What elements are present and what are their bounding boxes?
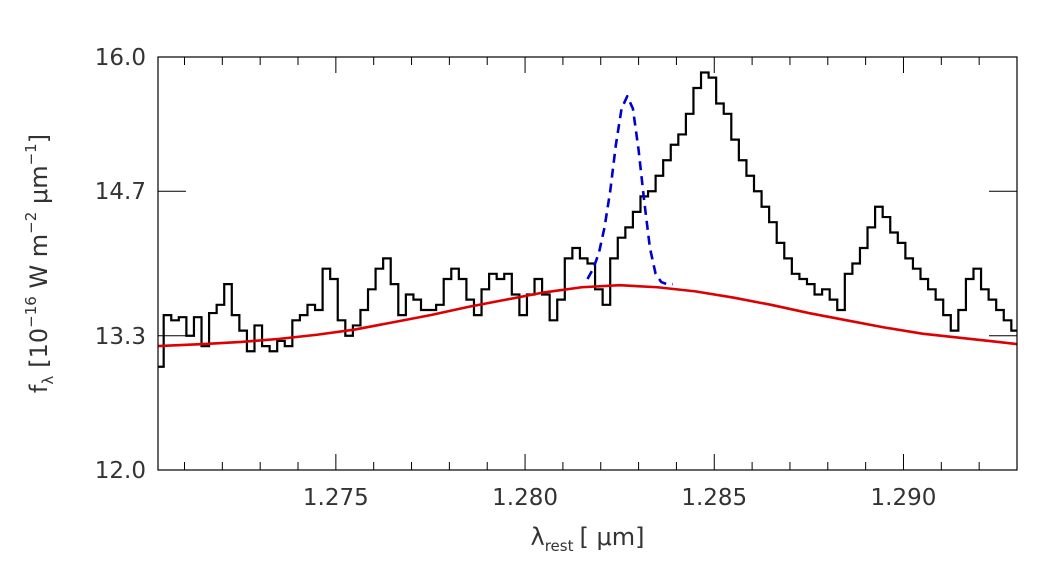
plot-frame (157, 56, 1018, 471)
y-axis-label: fλ [10−16 W m−2 μm−1] (22, 134, 57, 393)
y-axis-label-f: f (25, 384, 53, 393)
x-tick-label: 1.285 (681, 485, 747, 511)
series-layer (157, 71, 1018, 368)
y-tick-label: 14.7 (95, 179, 146, 205)
x-tick-label: 1.280 (492, 485, 558, 511)
gaussian-fit-dashed-line (586, 94, 673, 286)
y-axis-label-exp3: −1 (22, 143, 40, 165)
y-axis-label-exp2: −2 (22, 212, 40, 234)
y-axis-label-unit: μm (25, 165, 53, 211)
x-tick-label: 1.275 (303, 485, 369, 511)
x-axis-label: λrest [ μm] (531, 523, 645, 555)
x-axis-label-unit: [ μm] (579, 523, 644, 551)
continuum-fit-line (157, 283, 1018, 348)
x-axis-label-sub: rest (545, 537, 574, 555)
y-axis-label-pre: [10 (25, 328, 53, 368)
y-tick-label: 16.0 (95, 45, 146, 71)
spectrum-histogram-line (158, 71, 1017, 368)
y-axis-label-exp1: −16 (22, 296, 40, 328)
y-axis-label-fsub: λ (39, 376, 57, 385)
x-tick-label: 1.290 (871, 485, 937, 511)
y-tick-label: 12.0 (95, 458, 146, 484)
tick-labels: 1.275 1.280 1.285 1.290 12.0 13.3 14.7 16.0 (95, 45, 937, 511)
y-tick-label: 13.3 (95, 324, 146, 350)
y-axis-label-mid: W m (25, 234, 53, 296)
y-axis-label-close: ] (25, 134, 53, 143)
x-axis-label-main: λ (531, 523, 545, 551)
